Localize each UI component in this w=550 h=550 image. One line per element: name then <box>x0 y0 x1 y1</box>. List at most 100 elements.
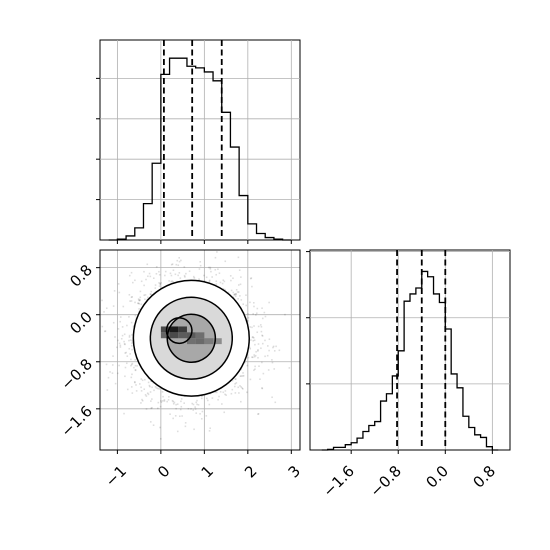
density-point <box>235 378 237 380</box>
density-point <box>112 321 115 324</box>
density-point <box>150 380 152 382</box>
density-point <box>208 266 210 269</box>
density-point <box>217 398 219 401</box>
density-point <box>149 391 152 393</box>
density-point <box>175 403 177 406</box>
density-point <box>171 263 174 265</box>
density-point <box>183 402 186 404</box>
density-point <box>261 361 263 364</box>
density-point <box>242 303 245 305</box>
density-point <box>158 273 161 276</box>
density-point <box>172 269 175 272</box>
density-point <box>218 272 221 275</box>
density-point <box>249 378 252 381</box>
hist-y-xtick-label-2: 0.0 <box>422 462 452 492</box>
density-point <box>272 345 275 348</box>
density-point <box>253 369 255 372</box>
density-point <box>256 307 259 310</box>
density-point <box>151 398 153 400</box>
density-core-bin-0 <box>160 326 170 333</box>
density-point <box>130 376 133 379</box>
density-point <box>159 283 162 286</box>
density-point <box>240 375 243 377</box>
density-contour-line-1 <box>149 296 234 380</box>
density-point <box>175 407 177 410</box>
density-point <box>121 326 124 328</box>
density-point <box>107 376 110 379</box>
density-point <box>172 281 175 283</box>
density-point <box>191 402 194 405</box>
density-point <box>201 410 204 413</box>
density-point <box>132 326 135 328</box>
density-point <box>145 278 147 281</box>
density-point <box>134 301 136 304</box>
density-point <box>155 272 158 275</box>
hist-panel-x <box>96 39 301 244</box>
density-point <box>119 320 121 323</box>
density-point <box>147 393 150 396</box>
density-point <box>223 280 226 283</box>
density-point <box>259 378 261 380</box>
density-frame <box>99 249 301 451</box>
density-point <box>134 279 136 282</box>
density-point <box>183 266 186 268</box>
density-point <box>134 381 136 384</box>
density-point <box>134 369 137 372</box>
density-point <box>188 270 191 273</box>
hist-x-step-line <box>108 57 292 241</box>
density-core-bin-4 <box>195 332 205 339</box>
density-point <box>179 415 181 418</box>
density-point <box>273 368 276 370</box>
density-point <box>248 346 251 349</box>
density-point <box>257 413 259 415</box>
density-point <box>242 372 244 374</box>
density-point <box>268 301 270 304</box>
density-point <box>116 372 119 375</box>
density-point <box>124 343 126 346</box>
density-y-ticks: 0.8 0.0 −0.8 −1.6 <box>58 261 100 441</box>
density-point <box>241 387 244 389</box>
density-point <box>235 288 238 291</box>
density-point <box>131 296 133 298</box>
density-point <box>115 346 118 349</box>
density-point <box>101 325 104 328</box>
density-point <box>164 270 167 273</box>
density-point <box>218 395 220 398</box>
density-point <box>141 379 144 382</box>
density-xtick-label-1: 0 <box>154 462 173 481</box>
hist-y-grid <box>310 250 510 450</box>
density-point <box>130 364 132 367</box>
hist-y-xtick-label-3: 0.8 <box>470 462 500 492</box>
density-point <box>222 279 225 282</box>
density-contour-line-0 <box>132 279 250 397</box>
density-point <box>131 342 133 345</box>
density-point <box>134 369 137 371</box>
density-point <box>235 293 237 295</box>
density-point <box>266 345 269 347</box>
density-point <box>131 344 133 347</box>
density-point <box>255 314 257 316</box>
density-point <box>193 277 196 279</box>
density-point <box>271 396 273 399</box>
density-point <box>195 412 198 414</box>
density-point <box>168 280 170 282</box>
density-point <box>143 294 146 297</box>
density-point <box>257 325 260 328</box>
density-point <box>234 392 237 394</box>
density-point <box>233 294 235 296</box>
density-point <box>118 291 121 294</box>
density-point <box>262 372 265 375</box>
density-point <box>246 319 249 322</box>
density-point <box>131 334 133 336</box>
density-point <box>148 272 151 275</box>
density-point <box>230 279 232 282</box>
density-point <box>169 272 172 275</box>
density-point <box>192 275 195 278</box>
density-point <box>184 422 187 424</box>
density-point <box>173 401 176 404</box>
density-point <box>257 413 260 415</box>
density-point <box>278 349 281 352</box>
density-point <box>208 403 211 406</box>
density-point <box>203 274 205 277</box>
density-point <box>128 274 131 277</box>
